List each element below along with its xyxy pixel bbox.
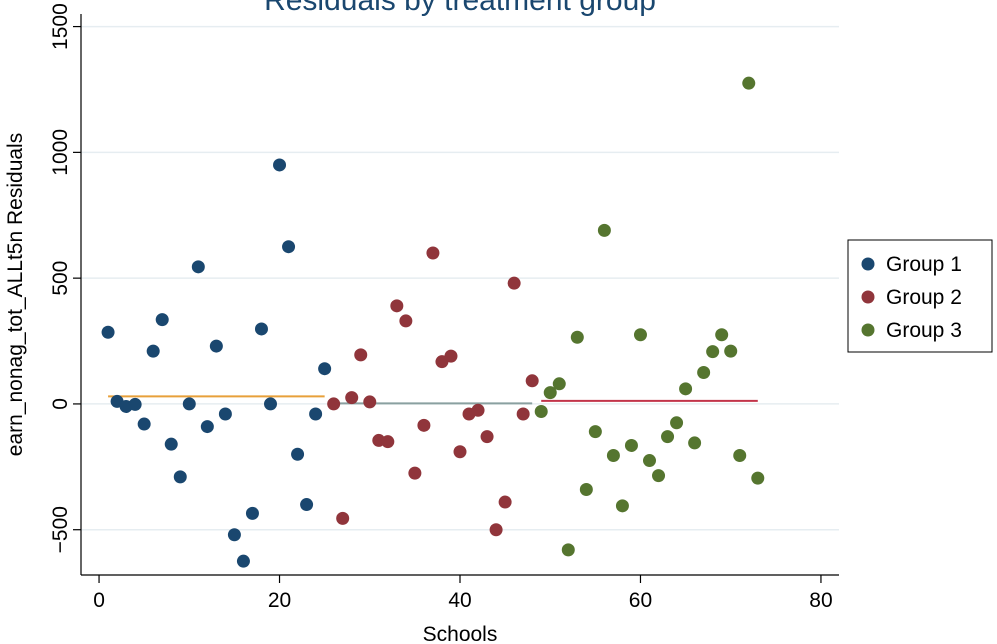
data-point <box>318 362 332 376</box>
y-tick-label: 500 <box>49 261 72 296</box>
data-point <box>570 330 584 344</box>
legend-label: Group 1 <box>886 253 962 276</box>
data-point <box>345 391 359 405</box>
data-point <box>363 395 377 409</box>
y-tick-label: 1500 <box>49 3 72 50</box>
data-points <box>101 76 765 568</box>
data-point <box>417 418 431 432</box>
data-point <box>300 498 314 512</box>
data-point <box>688 436 702 450</box>
data-point <box>381 435 395 449</box>
y-tick-label: 0 <box>49 398 72 410</box>
y-tick-label: 1000 <box>49 129 72 176</box>
legend-marker <box>861 257 875 271</box>
data-point <box>209 339 223 353</box>
data-point <box>146 344 160 358</box>
data-point <box>661 430 675 444</box>
data-point <box>101 325 115 339</box>
tick-labels: 0 20 40 60 80 −500 0 500 1000 1500 <box>49 3 833 612</box>
data-point <box>489 523 503 537</box>
axes <box>73 14 839 583</box>
data-point <box>390 299 404 313</box>
data-point <box>182 397 196 411</box>
data-point <box>516 407 530 421</box>
data-point <box>724 344 738 358</box>
data-point <box>561 543 575 557</box>
x-axis-title: Schools <box>423 623 498 644</box>
series-3-points <box>534 76 765 557</box>
data-point <box>218 407 232 421</box>
legend-item-group-2: Group 2 <box>861 286 962 309</box>
data-point <box>615 499 629 513</box>
data-point <box>200 420 214 434</box>
data-point <box>282 240 296 254</box>
legend-marker <box>861 323 875 337</box>
data-point <box>606 449 620 463</box>
data-point <box>579 482 593 496</box>
data-point <box>245 506 259 520</box>
data-point <box>173 470 187 484</box>
x-tick-label: 20 <box>268 589 291 612</box>
data-point <box>426 246 440 260</box>
legend-label: Group 3 <box>886 319 962 342</box>
data-point <box>155 313 169 327</box>
data-point <box>633 328 647 342</box>
data-point <box>552 377 566 391</box>
data-point <box>679 382 693 396</box>
data-point <box>751 471 765 485</box>
data-point <box>624 438 638 452</box>
data-point <box>254 322 268 336</box>
data-point <box>164 437 178 451</box>
data-point <box>471 403 485 417</box>
legend-item-group-3: Group 3 <box>861 319 962 342</box>
data-point <box>354 348 368 362</box>
plot-area <box>81 14 839 575</box>
data-point <box>327 397 341 411</box>
legend-label: Group 2 <box>886 286 962 309</box>
data-point <box>697 365 711 379</box>
legend: Group 1 Group 2 Group 3 <box>847 239 993 353</box>
data-point <box>336 511 350 525</box>
data-point <box>507 276 521 290</box>
data-point <box>597 223 611 237</box>
data-point <box>399 314 413 328</box>
data-point <box>706 345 720 359</box>
x-tick-label: 0 <box>93 589 105 612</box>
data-point <box>264 397 277 411</box>
legend-marker <box>861 290 875 304</box>
legend-item-group-1: Group 1 <box>861 253 962 276</box>
x-tick-label: 80 <box>809 589 832 612</box>
data-point <box>670 416 684 430</box>
data-point <box>525 374 539 388</box>
data-point <box>444 349 458 363</box>
data-point <box>543 386 557 400</box>
y-axis-title: earn_nonag_tot_ALLt5n Residuals <box>4 133 27 456</box>
data-point <box>588 425 602 439</box>
y-tick-label: −500 <box>49 506 72 553</box>
data-point <box>191 260 205 274</box>
data-point <box>137 417 151 431</box>
data-point <box>309 407 323 421</box>
series-1-points <box>101 158 332 568</box>
data-point <box>273 158 287 172</box>
data-point <box>227 528 241 542</box>
data-point <box>643 454 656 468</box>
data-point <box>236 554 250 568</box>
data-point <box>480 430 494 444</box>
data-point <box>453 445 467 459</box>
data-point <box>715 328 729 342</box>
data-point <box>408 466 422 480</box>
data-point <box>534 404 548 418</box>
series-2-points <box>327 246 539 537</box>
x-tick-label: 60 <box>629 589 652 612</box>
data-point <box>742 76 756 90</box>
x-tick-label: 40 <box>448 589 471 612</box>
data-point <box>291 447 305 461</box>
chart-title: Residuals by treatment group <box>264 0 656 17</box>
data-point <box>128 397 142 411</box>
data-point <box>733 449 747 463</box>
data-point <box>498 495 512 509</box>
data-point <box>652 469 666 483</box>
